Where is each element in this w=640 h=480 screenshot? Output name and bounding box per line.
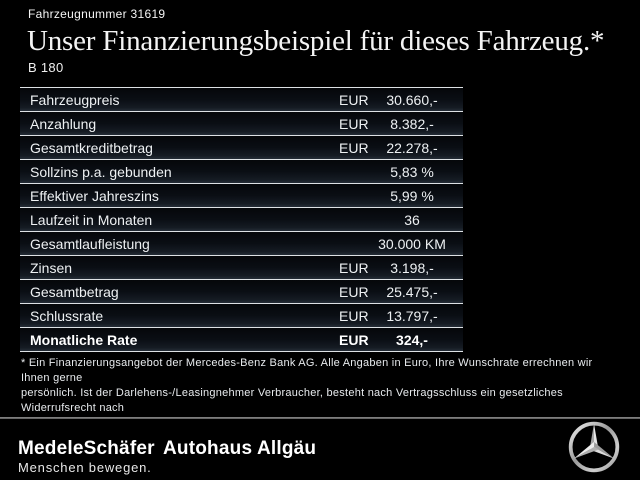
dealer-logo-medele-schaefer: MedeleSchäfer bbox=[18, 438, 155, 459]
row-value: 3.198,- bbox=[390, 259, 434, 276]
footer bbox=[0, 419, 640, 480]
row-value: 36 bbox=[404, 211, 420, 228]
row-value: 22.278,- bbox=[386, 139, 438, 156]
row-label: Schlussrate bbox=[30, 307, 104, 324]
row-label: Anzahlung bbox=[30, 115, 97, 132]
row-value: 5,83 % bbox=[390, 163, 434, 180]
row-label: Fahrzeugpreis bbox=[30, 91, 120, 108]
table-row: Sollzins p.a. gebunden 5,83 % bbox=[20, 159, 463, 183]
table-row: Zinsen EUR 3.198,- bbox=[20, 255, 463, 279]
row-currency: EUR bbox=[339, 283, 369, 300]
row-value: 13.797,- bbox=[386, 307, 438, 324]
table-row: Effektiver Jahreszins 5,99 % bbox=[20, 183, 463, 207]
row-label: Sollzins p.a. gebunden bbox=[30, 163, 172, 180]
finance-table: Fahrzeugpreis EUR 30.660,- Anzahlung EUR… bbox=[20, 87, 463, 352]
row-value: 5,99 % bbox=[390, 187, 434, 204]
row-currency: EUR bbox=[339, 139, 369, 156]
row-value: 324,- bbox=[396, 331, 428, 348]
dealer-logo-autohaus-allgaeu: Autohaus Allgäu bbox=[163, 438, 317, 459]
vehicle-number: Fahrzeugnummer 31619 bbox=[28, 7, 166, 21]
row-label: Gesamtbetrag bbox=[30, 283, 119, 300]
row-value: 8.382,- bbox=[390, 115, 434, 132]
footer-divider bbox=[0, 417, 640, 419]
table-row: Gesamtkreditbetrag EUR 22.278,- bbox=[20, 135, 463, 159]
table-row: Laufzeit in Monaten 36 bbox=[20, 207, 463, 231]
row-label: Laufzeit in Monaten bbox=[30, 211, 153, 228]
dealer-tagline: Menschen bewegen. bbox=[18, 460, 152, 475]
table-row: Gesamtlaufleistung 30.000 KM bbox=[20, 231, 463, 255]
row-currency: EUR bbox=[339, 115, 369, 132]
row-label: Effektiver Jahreszins bbox=[30, 187, 159, 204]
table-row: Gesamtbetrag EUR 25.475,- bbox=[20, 279, 463, 303]
footnote-line: persönlich. Ist der Darlehens-/Leasingne… bbox=[21, 387, 563, 414]
row-label: Zinsen bbox=[30, 259, 73, 276]
mercedes-star-icon bbox=[568, 421, 620, 473]
row-label: Gesamtkreditbetrag bbox=[30, 139, 153, 156]
table-row: Monatliche Rate EUR 324,- bbox=[20, 327, 463, 351]
table-row: Schlussrate EUR 13.797,- bbox=[20, 303, 463, 327]
vehicle-model: B 180 bbox=[28, 60, 64, 75]
row-currency: EUR bbox=[339, 259, 369, 276]
footnote-line: * Ein Finanzierungsangebot der Mercedes-… bbox=[21, 357, 593, 384]
row-label: Monatliche Rate bbox=[30, 331, 138, 348]
row-value: 30.660,- bbox=[386, 91, 438, 108]
page-title: Unser Finanzierungsbeispiel für dieses F… bbox=[27, 25, 605, 57]
row-currency: EUR bbox=[339, 307, 369, 324]
table-row: Fahrzeugpreis EUR 30.660,- bbox=[20, 87, 463, 111]
row-value: 25.475,- bbox=[386, 283, 438, 300]
row-value: 30.000 KM bbox=[378, 235, 446, 252]
table-row: Anzahlung EUR 8.382,- bbox=[20, 111, 463, 135]
row-currency: EUR bbox=[339, 331, 369, 348]
row-label: Gesamtlaufleistung bbox=[30, 235, 150, 252]
row-currency: EUR bbox=[339, 91, 369, 108]
